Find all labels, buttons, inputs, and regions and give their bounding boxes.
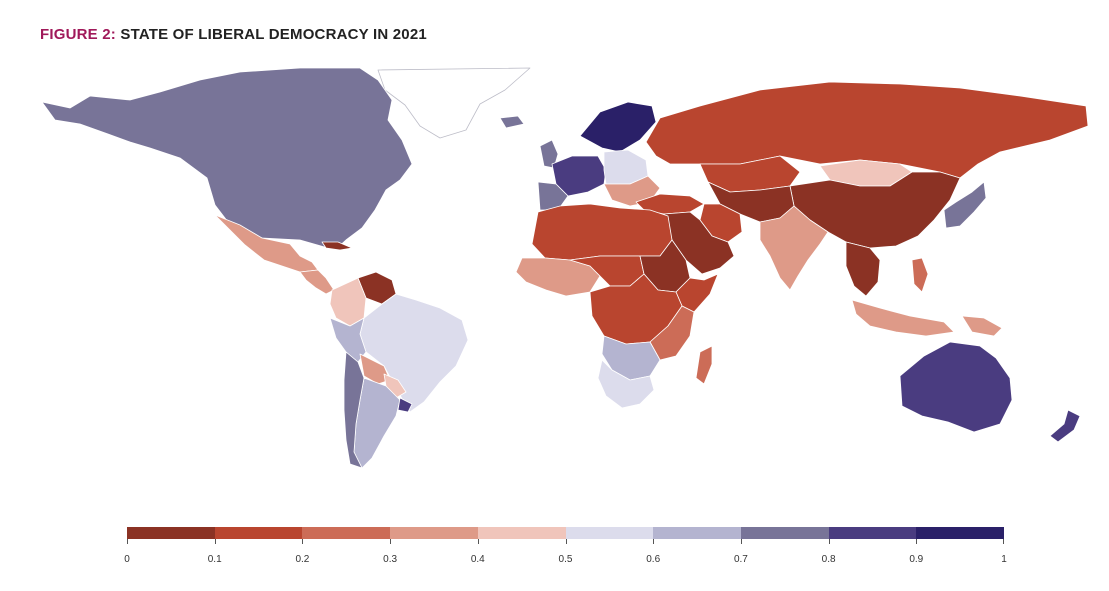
legend-tick-7 [740, 539, 742, 544]
legend-tick-2 [302, 539, 304, 544]
legend-label-5: 0.5 [558, 554, 573, 565]
legend-label-1: 0.1 [207, 554, 222, 565]
region-north-africa [531, 203, 673, 261]
region-indonesia [851, 299, 955, 337]
legend-label-3: 0.3 [383, 554, 398, 565]
region-chile [343, 351, 365, 469]
legend-label-2: 0.2 [295, 554, 310, 565]
legend-tick-10 [1003, 539, 1004, 544]
color-scale-legend: 0 0.1 0.2 0.3 0.4 0.5 0.6 0.7 0.8 0.9 1 [124, 527, 1007, 571]
region-greenland [377, 67, 531, 139]
region-philippines [911, 257, 929, 293]
region-central-america [299, 269, 335, 295]
legend-tick-5 [565, 539, 567, 544]
region-scandinavia [579, 101, 657, 153]
region-australia [899, 341, 1013, 433]
region-uruguay [397, 397, 413, 413]
figure-number: FIGURE 2: [40, 26, 116, 43]
region-iceland [499, 115, 525, 129]
region-madagascar [695, 345, 713, 385]
region-north-america [41, 67, 413, 251]
region-brazil [359, 293, 469, 413]
legend-tick-9 [916, 539, 918, 544]
legend-swatch-8 [828, 527, 917, 539]
legend-label-9: 0.9 [909, 554, 924, 565]
legend-swatch-6 [653, 527, 741, 539]
legend-label-7: 0.7 [733, 554, 748, 565]
legend-swatch-9 [916, 527, 1005, 539]
legend-tick-8 [828, 539, 830, 544]
legend-swatch-7 [740, 527, 829, 539]
legend-label-10: 1 [1001, 554, 1007, 565]
legend-swatch-2 [302, 527, 391, 539]
legend-swatch-1 [214, 527, 303, 539]
region-uk-ireland [539, 139, 559, 169]
region-bolivia [359, 353, 391, 385]
legend-label-4: 0.4 [470, 554, 485, 565]
region-southeast-asia [845, 241, 881, 297]
region-korea-japan [943, 181, 987, 229]
region-new-zealand [1049, 409, 1081, 443]
region-peru [329, 317, 367, 363]
region-paraguay [383, 373, 407, 399]
legend-label-8: 0.8 [821, 554, 836, 565]
legend-swatch-4 [477, 527, 566, 539]
figure-heading: STATE OF LIBERAL DEMOCRACY IN 2021 [120, 26, 427, 43]
legend-swatch-3 [390, 527, 478, 539]
legend-tick-0 [127, 539, 128, 544]
legend-tick-1 [214, 539, 216, 544]
region-iberia [537, 181, 569, 211]
legend-label-6: 0.6 [646, 554, 661, 565]
world-map [0, 60, 1109, 480]
region-south-africa [597, 359, 655, 409]
legend-tick-6 [653, 539, 655, 544]
legend-tick-4 [477, 539, 479, 544]
world-map-svg [41, 67, 1089, 469]
legend-tick-3 [390, 539, 392, 544]
region-png [961, 315, 1003, 337]
legend-swatch-0 [127, 527, 215, 539]
region-india [759, 205, 829, 291]
figure-title: FIGURE 2: STATE OF LIBERAL DEMOCRACY IN … [40, 26, 427, 43]
legend-label-0: 0 [124, 554, 130, 565]
legend-swatch-5 [565, 527, 654, 539]
region-colombia [329, 277, 367, 327]
color-scale-bar [127, 527, 1005, 539]
region-cuba [321, 241, 353, 251]
